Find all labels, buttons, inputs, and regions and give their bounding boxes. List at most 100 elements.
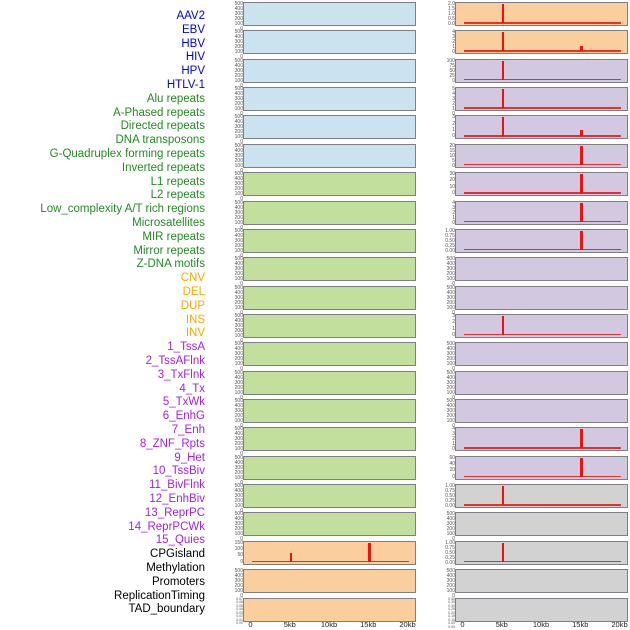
- feature-label-z-dna-motifs: Z-DNA motifs: [136, 258, 205, 271]
- panel-cnv: 150 100 50 0: [235, 540, 416, 565]
- y-tick-label: 500: [446, 369, 455, 376]
- baseline-line: [463, 560, 621, 563]
- y-tick-label: 500: [446, 511, 455, 518]
- y-tick-label: 0.00: [445, 247, 455, 254]
- baseline-line: [463, 220, 621, 223]
- y-tick-label: 200: [234, 214, 243, 221]
- y-tick-label: 100: [234, 446, 243, 453]
- panel-hbv: 500 400 300 200 100 0: [235, 58, 416, 88]
- y-tick-label: 1: [452, 325, 455, 332]
- feature-label-mir-repeats: MIR repeats: [142, 230, 205, 243]
- feature-label-tad-boundary: TAD_boundary: [128, 603, 206, 616]
- y-tick-label: 100: [234, 134, 243, 141]
- y-tick-label: 2: [452, 319, 455, 326]
- y-tick-label: 100: [234, 276, 243, 283]
- y-axis-ticks: 500 400 300 200 100 0: [225, 172, 243, 202]
- panel-htlv-1: 500 400 300 200 100 0: [235, 143, 416, 173]
- feature-label-microsatellites: Microsatellites: [132, 217, 205, 229]
- y-tick-label: 4: [452, 29, 455, 36]
- y-tick-label: 15: [449, 147, 455, 154]
- y-tick-label: 200: [446, 413, 455, 420]
- feature-label-9-het: 9_Het: [174, 451, 205, 464]
- y-tick-label: 0: [240, 139, 243, 146]
- y-axis-ticks: 500 400 300 200 100 0: [437, 369, 455, 400]
- panel-cpgisland: 1.00 0.75 0.50 0.25 0.00: [445, 484, 628, 509]
- feature-label-cnv: CNV: [180, 272, 205, 285]
- y-tick-label: 200: [234, 44, 243, 51]
- y-axis-ticks: 500 400 300 200 100 0: [225, 143, 243, 173]
- y-tick-label: 2: [452, 120, 455, 127]
- panel-hiv: 500 400 300 200 100 0: [235, 87, 416, 117]
- y-tick-label: 400: [234, 516, 243, 523]
- y-tick-label: 500: [234, 426, 243, 433]
- y-tick-label: 0.25: [445, 242, 455, 249]
- y-axis-ticks: 500 400 300 200 100 0: [225, 512, 243, 542]
- panel-promoters: 1.00 0.75 0.50 0.25 0.00: [445, 540, 628, 565]
- feature-label-3-txflnk: 3_TxFlnk: [157, 368, 205, 381]
- y-tick-label: 3: [452, 312, 455, 319]
- y-tick-label: 0: [240, 82, 243, 89]
- y-tick-label: 0.75: [445, 544, 455, 551]
- y-tick-label: 2: [452, 101, 455, 108]
- y-tick-label: 0.05: [236, 603, 243, 608]
- y-tick-label: 400: [234, 119, 243, 126]
- baseline-line: [463, 333, 621, 336]
- data-spike-15kb: [580, 202, 583, 222]
- y-tick-label: 100: [446, 304, 455, 311]
- y-tick-label: 300: [446, 294, 455, 301]
- baseline-line: [463, 50, 621, 52]
- panel-4-tx: 20 15 10 5 0: [449, 143, 628, 168]
- panel-dna-transposons: 500 400 300 200 100 0: [235, 257, 416, 287]
- feature-label-10-tssbiv: 10_TssBiv: [152, 465, 205, 478]
- y-axis-ticks: 500 400 300 200 100 0: [225, 2, 243, 32]
- panel-l2-repeats: 500 400 300 200 100 0: [235, 370, 416, 400]
- y-tick-label: 40: [449, 461, 455, 468]
- feature-label-14-reprpcwk: 14_ReprPCWk: [128, 520, 205, 533]
- y-tick-label: 200: [234, 242, 243, 249]
- y-tick-label: 100: [234, 332, 243, 339]
- y-tick-label: 400: [446, 403, 455, 410]
- y-axis-ticks: 0.07 0.06 0.05 0.04 0.03 0.02 0.01 0.00: [225, 597, 243, 625]
- y-tick-label: 100: [234, 106, 243, 113]
- y-axis-ticks: 500 400 300 200 100 0: [437, 342, 455, 372]
- panel-directed-repeats: 500 400 300 200 100 0: [235, 228, 416, 258]
- y-tick-label: 50: [449, 67, 455, 74]
- y-tick-label: 200: [234, 469, 243, 476]
- y-tick-label: 200: [234, 157, 243, 164]
- data-spike-5kb: [289, 552, 293, 562]
- y-tick-label: 400: [446, 261, 455, 268]
- y-tick-label: 200: [234, 384, 243, 391]
- y-tick-label: 400: [234, 62, 243, 69]
- y-tick-label: 100: [234, 162, 243, 169]
- y-tick-label: 100: [446, 389, 455, 396]
- y-axis-ticks: 500 400 300 200 100 0: [225, 115, 243, 145]
- y-tick-label: 75: [449, 62, 455, 69]
- panel-inverted-repeats: 500 400 300 200 100 0: [235, 313, 416, 343]
- y-tick-label: 10: [449, 152, 455, 159]
- y-tick-label: 400: [234, 403, 243, 410]
- y-tick-label: 100: [234, 191, 243, 198]
- panel-11-bivflnk: 500 400 300 200 100 0: [447, 342, 628, 372]
- y-tick-label: 0.50: [445, 493, 455, 500]
- y-tick-label: 0.00: [448, 624, 455, 629]
- y-tick-label: 0: [240, 26, 243, 32]
- y-tick-label: 100: [234, 474, 243, 481]
- x-tick-label: 5kb: [495, 620, 508, 629]
- y-tick-label: 500: [446, 568, 455, 575]
- y-tick-label: 0: [452, 281, 455, 288]
- y-tick-label: 100: [234, 389, 243, 396]
- y-tick-label: 4: [452, 199, 455, 206]
- y-tick-label: 0.00: [236, 621, 243, 626]
- y-tick-label: 200: [234, 101, 243, 108]
- y-tick-label: 400: [234, 261, 243, 268]
- y-tick-label: 100: [234, 361, 243, 368]
- y-tick-label: 300: [446, 266, 455, 273]
- panel-aav2: 500 400 300 200 100 0: [235, 2, 416, 32]
- y-tick-label: 300: [234, 67, 243, 74]
- y-tick-label: 0: [452, 77, 455, 84]
- x-tick-label: 10kb: [320, 620, 338, 629]
- feature-label-ebv: EBV: [181, 23, 205, 36]
- y-tick-label: 300: [234, 464, 243, 471]
